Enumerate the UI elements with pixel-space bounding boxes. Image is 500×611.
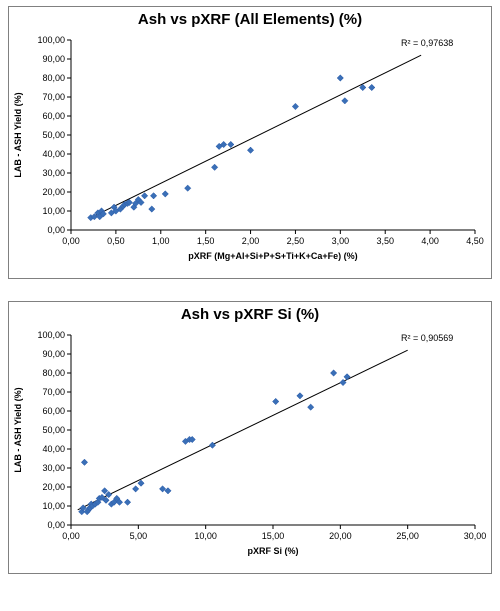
ytick-label-bottom: 10,00 [42, 501, 65, 511]
xtick-label-bottom: 15,00 [262, 531, 285, 541]
ytick-label-bottom: 30,00 [42, 463, 65, 473]
x-axis-label-top: pXRF (Mg+Al+Si+P+S+Ti+K+Ca+Fe) (%) [188, 251, 357, 261]
chart-svg-top: 0,00 10,00 20,00 30,00 40,00 50,00 60,00 70,00 8… [9, 30, 487, 278]
ytick-label-bottom: 0,00 [47, 520, 65, 530]
xtick-label-top: 4,50 [466, 236, 484, 246]
xtick-label-bottom: 10,00 [194, 531, 217, 541]
data-point-bottom [272, 398, 278, 404]
data-point-top [150, 193, 156, 199]
data-point-top [292, 103, 298, 109]
ytick-label-bottom: 80,00 [42, 368, 65, 378]
data-point-bottom [344, 374, 350, 380]
ytick-label-top: 100,00 [37, 35, 65, 45]
ytick-label-top: 10,00 [42, 206, 65, 216]
data-point-bottom [297, 393, 303, 399]
ytick-label-top: 90,00 [42, 54, 65, 64]
data-point-bottom [81, 459, 87, 465]
data-point-top [162, 191, 168, 197]
ytick-label-bottom: 60,00 [42, 406, 65, 416]
ytick-label-top: 30,00 [42, 168, 65, 178]
ytick-label-bottom: 90,00 [42, 349, 65, 359]
xtick-label-bottom: 25,00 [396, 531, 419, 541]
xtick-label-top: 0,00 [62, 236, 80, 246]
data-point-bottom [209, 442, 215, 448]
chart-panel-bottom: Ash vs pXRF Si (%) 0,00 10,00 20,00 30,00 40… [8, 301, 492, 574]
ytick-label-bottom: 70,00 [42, 387, 65, 397]
ytick-label-top: 50,00 [42, 130, 65, 140]
data-point-top [342, 98, 348, 104]
chart-plot-top: 0,00 10,00 20,00 30,00 40,00 50,00 60,00 70,00 8… [9, 30, 491, 278]
r-squared-label-bottom: R² = 0,90569 [401, 333, 453, 343]
xtick-label-top: 2,00 [242, 236, 260, 246]
xtick-label-top: 3,50 [376, 236, 394, 246]
xtick-label-top: 2,50 [287, 236, 305, 246]
data-point-top [141, 193, 147, 199]
data-point-bottom [132, 486, 138, 492]
ytick-label-top: 40,00 [42, 149, 65, 159]
data-point-bottom [330, 370, 336, 376]
xtick-label-top: 3,00 [332, 236, 350, 246]
chart-panel-top: Ash vs pXRF (All Elements) (%) 0,00 10,00… [8, 6, 492, 279]
data-point-top [211, 164, 217, 170]
xtick-label-top: 0,50 [107, 236, 125, 246]
xtick-label-bottom: 20,00 [329, 531, 352, 541]
xtick-label-top: 4,00 [421, 236, 439, 246]
xtick-label-bottom: 5,00 [130, 531, 148, 541]
ytick-label-top: 70,00 [42, 92, 65, 102]
data-point-top [337, 75, 343, 81]
y-axis-label-bottom: LAB - ASH Yield (%) [13, 387, 23, 472]
xtick-label-top: 1,50 [197, 236, 215, 246]
data-point-bottom [124, 499, 130, 505]
data-point-top [247, 147, 253, 153]
chart-title-bottom: Ash vs pXRF Si (%) [9, 302, 491, 325]
ytick-label-top: 60,00 [42, 111, 65, 121]
ytick-label-top: 80,00 [42, 73, 65, 83]
data-point-top [369, 84, 375, 90]
chart-plot-bottom: 0,00 10,00 20,00 30,00 40,00 50,00 60,00 70,00 8… [9, 325, 491, 573]
data-point-bottom [308, 404, 314, 410]
trend-line-top [89, 55, 421, 218]
x-axis-label-bottom: pXRF Si (%) [248, 546, 299, 556]
xtick-label-top: 1,00 [152, 236, 170, 246]
ytick-label-top: 20,00 [42, 187, 65, 197]
data-point-top [149, 206, 155, 212]
data-point-top [228, 141, 234, 147]
ytick-label-bottom: 50,00 [42, 425, 65, 435]
chart-svg-bottom: 0,00 10,00 20,00 30,00 40,00 50,00 60,00 70,00 8… [9, 325, 487, 573]
data-point-bottom [138, 480, 144, 486]
chart-title-top: Ash vs pXRF (All Elements) (%) [9, 7, 491, 30]
trend-line-bottom [78, 350, 408, 510]
xtick-label-bottom: 30,00 [464, 531, 487, 541]
ytick-label-bottom: 20,00 [42, 482, 65, 492]
ytick-label-bottom: 40,00 [42, 444, 65, 454]
ytick-label-top: 0,00 [47, 225, 65, 235]
data-point-top [185, 185, 191, 191]
xtick-label-bottom: 0,00 [62, 531, 80, 541]
r-squared-label-top: R² = 0,97638 [401, 38, 453, 48]
ytick-label-bottom: 100,00 [37, 330, 65, 340]
y-axis-label-top: LAB - ASH Yield (%) [13, 92, 23, 177]
